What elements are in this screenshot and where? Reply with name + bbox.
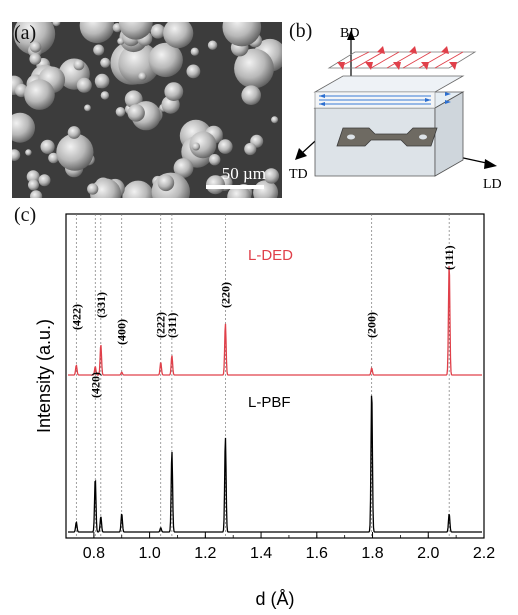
x-tick-label: 1.2 <box>194 545 216 562</box>
powder-particle <box>56 133 94 171</box>
x-tick-label: 2.2 <box>473 545 495 562</box>
x-tick-label: 0.8 <box>83 545 105 562</box>
peak-label: (111) <box>442 245 456 270</box>
powder-particle <box>29 41 42 53</box>
sem-micrograph: 50 µm <box>12 22 282 198</box>
powder-particle <box>127 104 145 122</box>
x-tick-label: 1.4 <box>250 545 272 562</box>
powder-particle <box>30 190 43 198</box>
powder-particle <box>24 79 55 110</box>
powder-particle <box>163 22 194 49</box>
peak-label: (422) <box>69 304 83 330</box>
powder-particle <box>271 116 279 124</box>
powder-particle <box>87 183 99 195</box>
series-l-ded-line <box>68 266 482 376</box>
x-tick-label: 2.0 <box>417 545 439 562</box>
powder-particle <box>164 82 184 101</box>
xrd-chart: (422) (420) (331) (400) (222)(311) (220) (200)… <box>34 213 495 609</box>
build-schematic: BD TD LD <box>289 26 502 192</box>
x-tick-label: 1.8 <box>361 545 383 562</box>
powder-particle <box>90 178 122 198</box>
series-l-pbf-line <box>68 395 482 533</box>
ld-label: LD <box>483 177 502 192</box>
powder-particle <box>190 47 199 56</box>
x-axis-label: d (Å) <box>255 589 294 609</box>
panel-b-label: (b) <box>289 20 313 42</box>
powder-particle <box>222 22 262 47</box>
powder-particle <box>207 40 218 50</box>
powder-particle <box>25 149 32 156</box>
powder-particles <box>12 22 282 198</box>
powder-particle <box>138 72 147 81</box>
powder-particle <box>84 104 91 112</box>
series-label-l-ded: L-DED <box>248 247 293 264</box>
x-tick-label: 1.0 <box>138 545 160 562</box>
powder-particle <box>76 77 92 93</box>
powder-particle <box>122 180 154 198</box>
panel-a-label: (a) <box>14 22 37 44</box>
powder-particle <box>29 53 42 65</box>
powder-particle <box>148 42 183 78</box>
powder-particle <box>100 91 110 100</box>
powder-particle <box>157 174 175 192</box>
peak-label: (331) <box>94 292 108 318</box>
plot-frame <box>65 213 485 539</box>
scale-bar <box>206 185 264 189</box>
powder-particle <box>118 22 153 40</box>
powder-particle <box>12 149 21 161</box>
series-label-l-pbf: L-PBF <box>248 394 291 411</box>
powder-particle <box>79 22 115 44</box>
powder-particle <box>192 142 200 151</box>
powder-particle <box>40 139 55 154</box>
x-tick-label: 1.6 <box>306 545 328 562</box>
powder-particle <box>12 112 35 143</box>
powder-particle <box>263 168 280 184</box>
powder-particle <box>209 154 221 166</box>
peak-label: (400) <box>115 319 129 345</box>
powder-particle <box>28 179 39 191</box>
powder-particle <box>73 59 85 71</box>
powder-particle <box>189 131 217 159</box>
powder-particle <box>115 107 126 117</box>
powder-particle <box>38 174 51 187</box>
powder-particle <box>94 73 110 89</box>
powder-particle <box>100 57 111 68</box>
powder-particle <box>93 44 105 56</box>
td-label: TD <box>289 167 308 182</box>
powder-particle <box>218 139 233 154</box>
y-axis-label: Intensity (a.u.) <box>34 319 54 433</box>
peak-label: (311) <box>165 313 179 338</box>
peak-label: (222) <box>154 312 168 338</box>
peak-label: (420) <box>88 372 102 398</box>
powder-particle <box>186 64 201 79</box>
peak-label: (200) <box>365 312 379 338</box>
powder-particle <box>234 48 274 89</box>
powder-particle <box>244 142 257 156</box>
panel-c-label: (c) <box>14 204 37 226</box>
powder-particle <box>206 175 225 195</box>
powder-particle <box>241 85 261 105</box>
x-axis-ticks: 0.8 1.0 1.2 1.4 1.6 1.8 2.0 2.2 <box>65 532 495 562</box>
peak-label: (220) <box>218 282 232 308</box>
powder-particle <box>173 158 194 178</box>
peak-labels: (422) (420) (331) (400) (222)(311) (220) (200)… <box>69 245 456 398</box>
powder-particle <box>26 170 40 184</box>
powder-particle <box>67 126 81 139</box>
powder-particle <box>118 42 160 85</box>
powder-particle <box>48 152 59 164</box>
powder-particle <box>150 24 166 39</box>
tensile-specimen <box>336 127 438 147</box>
powder-particle <box>13 22 56 55</box>
powder-particle <box>52 22 61 27</box>
powder-particle <box>253 180 279 198</box>
bd-label: BD <box>340 26 359 41</box>
scale-bar-label: 50 µm <box>221 164 266 183</box>
